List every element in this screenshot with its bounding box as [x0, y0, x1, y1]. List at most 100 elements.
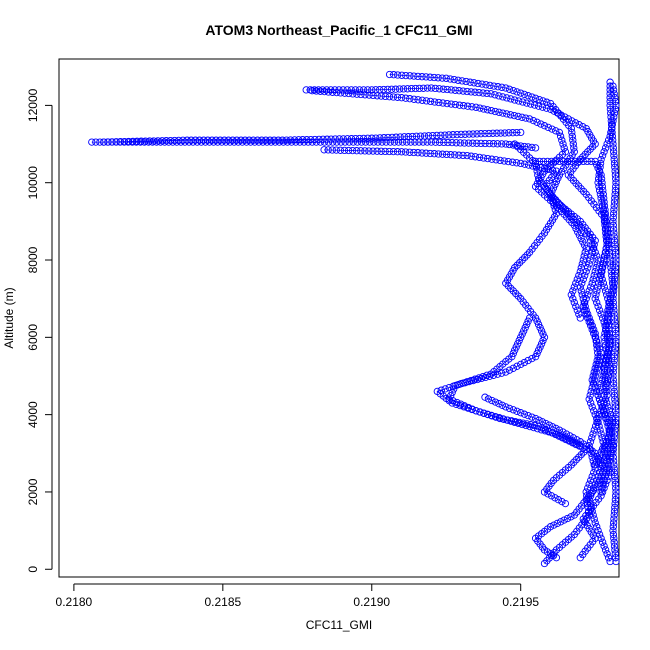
- data-point: [474, 79, 482, 88]
- data-point: [594, 179, 602, 187]
- data-point: [612, 101, 620, 110]
- data-point: [461, 130, 469, 138]
- data-point: [609, 523, 617, 531]
- data-point: [610, 202, 618, 210]
- data-point: [604, 372, 613, 380]
- data-point: [451, 100, 459, 109]
- data-point: [570, 458, 578, 466]
- data-point: [601, 225, 610, 233]
- data-point: [328, 88, 337, 96]
- data-point: [403, 85, 412, 93]
- data-point: [584, 148, 592, 156]
- data-point: [506, 111, 515, 119]
- data-point: [129, 137, 137, 146]
- data-point: [592, 337, 600, 345]
- data-point: [563, 514, 572, 523]
- data-point: [609, 287, 618, 295]
- data-point: [498, 369, 506, 377]
- data-point: [567, 513, 575, 521]
- data-point: [582, 244, 590, 253]
- data-point: [609, 368, 617, 376]
- data-point: [602, 244, 610, 253]
- data-point: [441, 131, 449, 139]
- data-point: [569, 136, 577, 144]
- data-point: [495, 92, 503, 100]
- data-point: [541, 427, 549, 435]
- data-point: [369, 91, 377, 100]
- data-point: [593, 252, 601, 260]
- data-point: [587, 318, 595, 326]
- data-point: [426, 97, 435, 106]
- data-point: [401, 148, 410, 156]
- data-point: [609, 526, 617, 535]
- data-point: [612, 182, 620, 191]
- data-point: [610, 534, 618, 542]
- data-point: [384, 85, 392, 94]
- data-point: [609, 376, 617, 384]
- data-point: [611, 476, 619, 485]
- data-point: [603, 449, 611, 457]
- data-point: [433, 387, 441, 396]
- data-point: [523, 99, 531, 107]
- data-point: [493, 129, 501, 137]
- data-point: [557, 518, 565, 526]
- data-point: [460, 402, 469, 410]
- data-point: [518, 113, 526, 121]
- data-point: [601, 453, 610, 461]
- data-point: [587, 399, 595, 407]
- data-point: [523, 320, 531, 329]
- data-point: [514, 112, 522, 121]
- data-point: [612, 484, 620, 492]
- data-point: [165, 138, 173, 146]
- data-point: [181, 138, 189, 146]
- data-point: [382, 138, 390, 146]
- data-point: [410, 95, 418, 103]
- data-point: [515, 97, 523, 105]
- data-point: [503, 416, 511, 424]
- data-point: [611, 167, 619, 175]
- data-point: [611, 94, 619, 102]
- data-point: [607, 264, 615, 272]
- data-point: [601, 387, 609, 396]
- data-point: [610, 353, 619, 361]
- data-point: [395, 85, 404, 93]
- data-point: [604, 136, 613, 144]
- data-point: [457, 130, 465, 139]
- data-point: [496, 156, 504, 165]
- data-point: [397, 94, 406, 102]
- data-point: [443, 85, 451, 94]
- data-point: [612, 488, 620, 496]
- data-point: [502, 84, 510, 92]
- data-point: [612, 329, 620, 338]
- data-point: [324, 146, 332, 154]
- series-line-4: [436, 143, 587, 504]
- data-point: [419, 138, 427, 146]
- data-point: [463, 87, 471, 96]
- data-point: [590, 325, 598, 334]
- data-point: [567, 124, 575, 133]
- data-point: [572, 279, 580, 287]
- data-point: [378, 138, 386, 146]
- data-point: [488, 155, 496, 163]
- data-point: [502, 140, 510, 148]
- data-point: [599, 206, 608, 214]
- data-point: [556, 132, 565, 140]
- data-point: [591, 295, 599, 303]
- data-point: [512, 289, 520, 298]
- data-point: [415, 84, 424, 93]
- data-point: [524, 143, 532, 151]
- data-point: [601, 364, 609, 372]
- data-point: [600, 407, 608, 415]
- data-point: [603, 356, 611, 365]
- data-point: [603, 445, 612, 454]
- data-point: [605, 337, 613, 345]
- series-layer: [88, 70, 620, 568]
- data-point: [438, 150, 447, 158]
- data-point: [411, 84, 420, 93]
- data-point: [520, 410, 529, 418]
- data-point: [263, 138, 271, 146]
- data-point: [536, 324, 544, 332]
- data-point: [502, 368, 510, 376]
- data-point: [588, 279, 596, 287]
- data-point: [598, 151, 607, 160]
